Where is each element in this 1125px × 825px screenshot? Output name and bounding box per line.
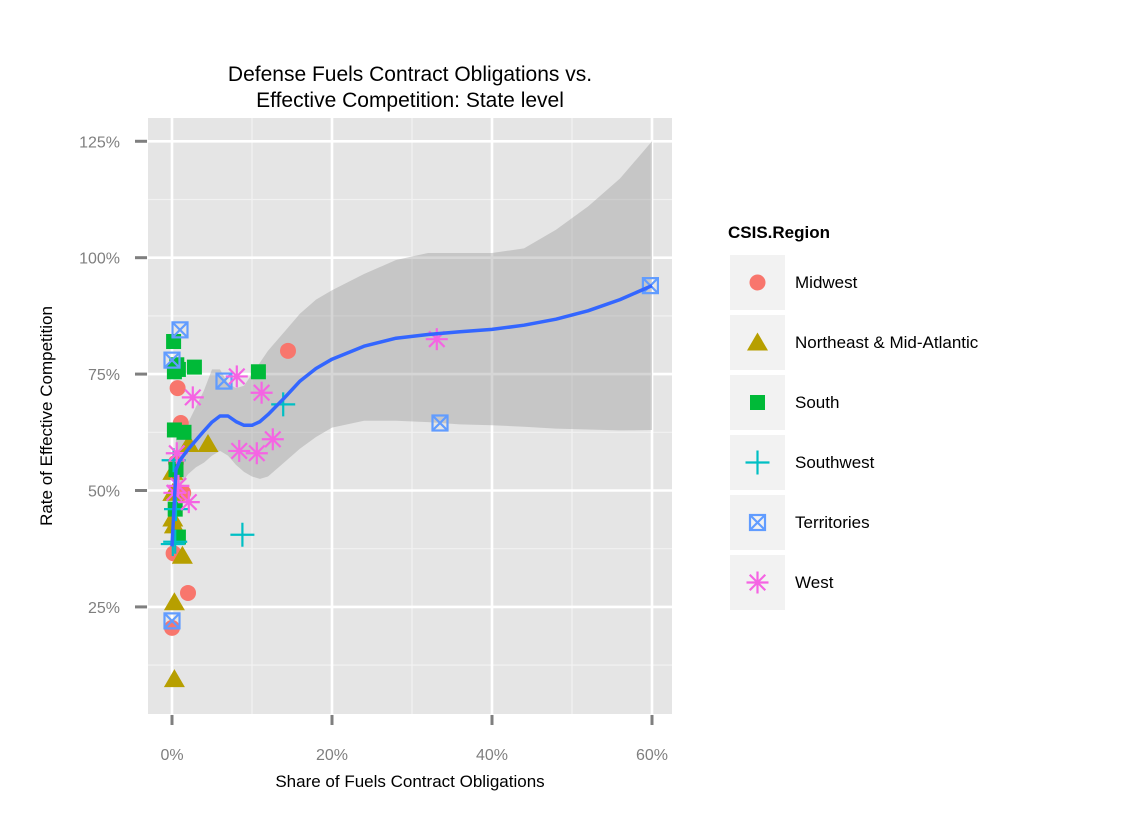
data-point — [261, 428, 284, 451]
legend-label: South — [795, 393, 839, 412]
y-axis-title: Rate of Effective Competition — [37, 306, 56, 526]
chart-title-line-2: Effective Competition: State level — [256, 89, 564, 112]
data-point — [250, 364, 266, 380]
legend-key-symbol — [750, 395, 765, 410]
legend-key-symbol — [747, 332, 768, 351]
legend-label: Northeast & Mid-Atlantic — [795, 333, 979, 352]
data-point — [163, 669, 185, 688]
legend-label: West — [795, 573, 834, 592]
data-point — [245, 442, 268, 465]
confidence-band — [172, 141, 652, 570]
data-point — [169, 380, 186, 397]
data-point — [171, 545, 193, 564]
y-tick-label: 75% — [88, 367, 120, 384]
x-tick-label: 0% — [160, 747, 183, 764]
smooth-line — [170, 283, 653, 547]
data-point — [163, 351, 181, 369]
data-point — [163, 592, 185, 611]
data-point — [163, 612, 181, 630]
legend-label: Southwest — [795, 453, 875, 472]
data-point — [197, 433, 219, 452]
data-point — [180, 584, 196, 601]
legend-title: CSIS.Region — [728, 223, 830, 242]
data-point — [186, 359, 202, 375]
data-point — [280, 342, 296, 359]
legend-label: Territories — [795, 513, 870, 532]
legend-key-symbol — [749, 274, 766, 291]
x-tick-label: 20% — [316, 747, 348, 764]
x-tick-label: 60% — [636, 747, 668, 764]
data-point — [163, 529, 188, 554]
data-point — [271, 392, 296, 417]
data-point — [177, 491, 200, 514]
x-axis-title: Share of Fuels Contract Obligations — [275, 772, 544, 791]
chart-title-line-1: Defense Fuels Contract Obligations vs. — [228, 63, 592, 86]
y-tick-label: 100% — [79, 251, 120, 268]
smooth-curve — [170, 283, 653, 547]
x-tick-label: 40% — [476, 747, 508, 764]
y-tick-label: 125% — [79, 134, 120, 151]
y-tick-label: 50% — [88, 484, 120, 501]
data-point — [171, 321, 189, 339]
data-point — [176, 424, 192, 440]
data-points — [160, 277, 660, 688]
data-point — [181, 386, 204, 409]
data-point — [431, 414, 449, 432]
data-point — [225, 365, 248, 388]
legend-label: Midwest — [795, 273, 858, 292]
data-point — [250, 381, 273, 404]
confidence-band-area — [172, 141, 652, 570]
grid-lines — [148, 118, 672, 714]
axes: 0% 20% 40% 60% 25% 50% 75% 100% 125% — [79, 134, 668, 764]
legend: CSIS.Region Midwest Northeast & Mid-Atlan… — [728, 223, 979, 610]
data-point — [170, 361, 186, 377]
data-point — [230, 522, 255, 547]
legend-key-symbol — [746, 571, 769, 594]
data-point — [228, 439, 251, 462]
y-tick-label: 25% — [88, 600, 120, 617]
legend-key-symbol — [748, 513, 767, 532]
plot-panel — [148, 118, 672, 714]
legend-key-symbol — [745, 450, 770, 475]
